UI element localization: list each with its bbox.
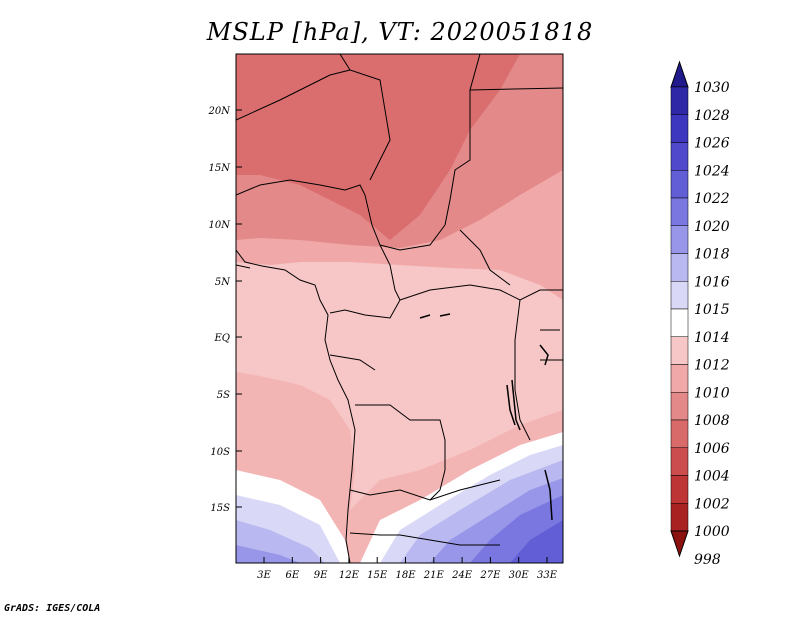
colorbar-segment (670, 503, 689, 532)
colorbar-label: 1008 (694, 413, 730, 429)
colorbar-label: 1020 (694, 219, 730, 235)
colorbar-label: 1000 (694, 524, 730, 540)
lon-tick-label: 6E (285, 570, 299, 581)
colorbar-label: 1002 (694, 496, 730, 512)
longitude-axis: 3E 6E 9E 12E 15E 18E 21E 24E 27E 30E 33E (257, 557, 558, 581)
lat-tick-label: 15S (210, 503, 230, 514)
pressure-field (236, 54, 563, 563)
lon-tick-label: 15E (367, 570, 388, 581)
chart-title: MSLP [hPa], VT: 2020051818 (206, 18, 594, 46)
lat-tick-label: 10S (210, 447, 230, 458)
lon-tick-label: 27E (479, 570, 501, 581)
lon-tick-label: 33E (537, 570, 558, 581)
colorbar-segment (670, 142, 689, 171)
latitude-axis: 20N 15N 10N 5N EQ 5S 10S 15S (208, 106, 242, 514)
colorbar-segment (670, 364, 689, 393)
colorbar-label: 1015 (694, 302, 730, 318)
colorbar-top-arrow (670, 60, 689, 88)
colorbar-segment (670, 308, 689, 337)
colorbar-label: 1006 (694, 441, 730, 457)
colorbar-segment (670, 392, 689, 421)
colorbar-segment (670, 86, 689, 115)
colorbar-segment (670, 475, 689, 504)
colorbar-segment (670, 170, 689, 199)
colorbar-segment (670, 336, 689, 365)
lat-tick-label: 10N (209, 220, 232, 231)
colorbar-segment (670, 447, 689, 476)
lat-tick-label: EQ (214, 333, 231, 344)
colorbar-segment (670, 114, 689, 143)
footer-credit: GrADS: IGES/COLA (4, 603, 101, 614)
lon-tick-label: 30E (509, 570, 530, 581)
field-1022 (510, 520, 563, 563)
lon-tick-label: 12E (339, 570, 360, 581)
country-borders (236, 54, 563, 563)
colorbar-label: 1026 (694, 136, 730, 152)
colorbar-label: 1004 (694, 469, 730, 485)
colorbar-label: 1016 (694, 274, 730, 290)
colorbar-label: 1014 (694, 330, 730, 346)
lat-tick-label: 15N (209, 163, 232, 174)
colorbar-label: 998 (694, 552, 721, 568)
lon-tick-label: 9E (314, 570, 328, 581)
colorbar-segment (670, 253, 689, 282)
lat-tick-label: 20N (208, 106, 232, 117)
lat-tick-label: 5S (217, 390, 230, 401)
field-1018-west (236, 545, 300, 563)
lon-tick-label: 24E (451, 570, 473, 581)
map-frame (235, 53, 564, 564)
colorbar-label: 1030 (694, 80, 730, 96)
colorbar-legend: 1030 1028 1026 1024 1022 1020 1018 1016 1015 1014… (670, 60, 730, 568)
lon-tick-label: 3E (257, 570, 271, 581)
field-1006 (236, 54, 520, 240)
lon-tick-label: 18E (395, 570, 416, 581)
lon-tick-label: 21E (423, 570, 445, 581)
colorbar-segment (670, 419, 689, 448)
colorbar-label: 1024 (694, 163, 730, 179)
colorbar-label: 1012 (694, 358, 730, 374)
lakes (419, 313, 553, 521)
colorbar-segment (670, 197, 689, 226)
colorbar-label: 1010 (694, 385, 730, 401)
colorbar-segment (670, 281, 689, 310)
lat-tick-label: 5N (215, 277, 231, 288)
colorbar-label: 1028 (694, 108, 730, 124)
colorbar-bottom-arrow (670, 530, 689, 558)
colorbar-segment (670, 225, 689, 254)
colorbar-label: 1018 (694, 247, 730, 263)
colorbar-label: 1022 (694, 191, 730, 207)
